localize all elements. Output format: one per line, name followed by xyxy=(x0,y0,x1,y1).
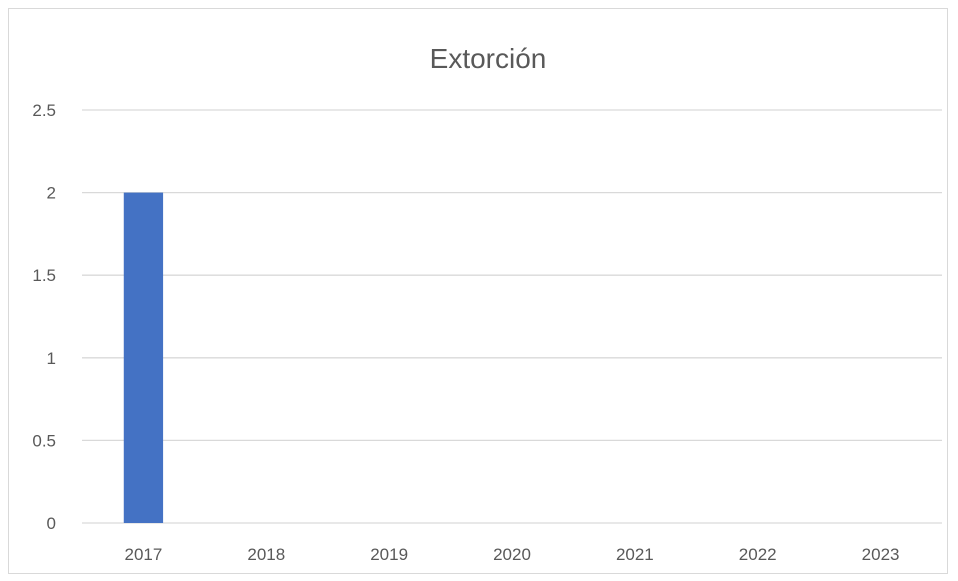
x-tick-label: 2019 xyxy=(370,545,408,564)
x-tick-label: 2020 xyxy=(493,545,531,564)
bar-2017 xyxy=(124,193,163,523)
gridlines xyxy=(82,110,942,523)
x-tick-label: 2017 xyxy=(125,545,163,564)
x-tick-label: 2018 xyxy=(247,545,285,564)
x-tick-label: 2021 xyxy=(616,545,654,564)
y-tick-label: 2 xyxy=(47,184,56,203)
x-axis-tick-labels: 2017 2018 2019 2020 2021 2022 2023 xyxy=(125,545,900,564)
x-tick-label: 2023 xyxy=(862,545,900,564)
y-tick-label: 2.5 xyxy=(32,101,56,120)
x-tick-label: 2022 xyxy=(739,545,777,564)
chart-title: Extorción xyxy=(430,43,547,74)
y-tick-label: 0.5 xyxy=(32,431,56,450)
y-axis-tick-labels: 0 0.5 1 1.5 2 2.5 xyxy=(32,101,56,533)
y-tick-label: 0 xyxy=(47,514,56,533)
bars xyxy=(124,193,163,523)
y-tick-label: 1 xyxy=(47,349,56,368)
y-tick-label: 1.5 xyxy=(32,266,56,285)
